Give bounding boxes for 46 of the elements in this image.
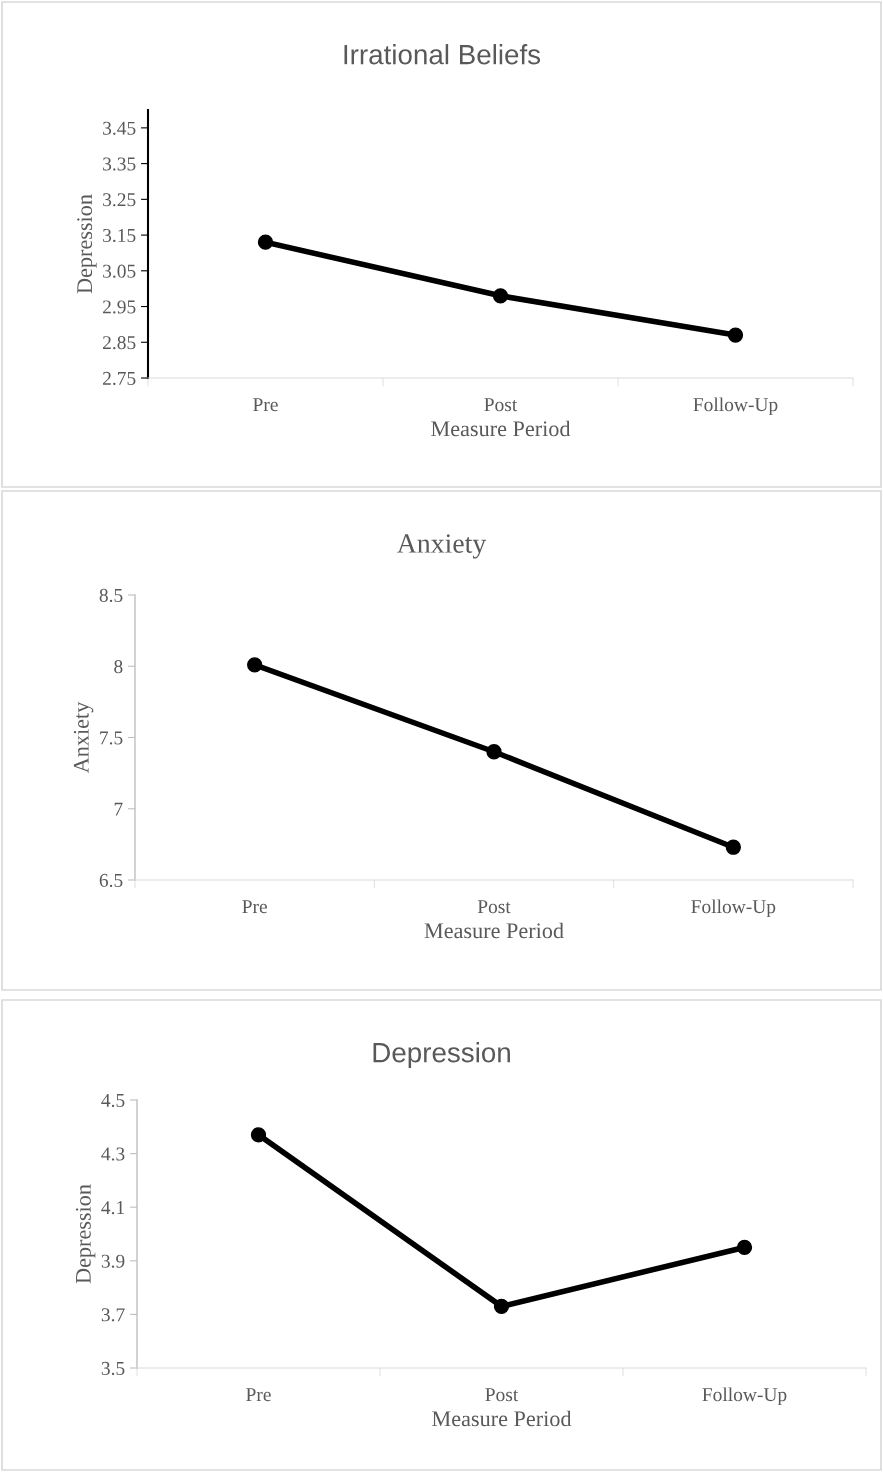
y-axis-title: Depression	[77, 194, 97, 294]
point	[736, 1239, 753, 1256]
x-axis-title: Measure Period	[424, 922, 564, 939]
point	[250, 1127, 267, 1143]
x-tick-label: Post	[485, 1388, 519, 1402]
point	[486, 744, 502, 760]
x-tick-label: Pre	[246, 1388, 271, 1402]
x-tick-label: Pre	[253, 398, 278, 412]
y-axis-title: Depression	[75, 1184, 96, 1284]
y-tick-label: 3.05	[103, 264, 136, 278]
y-tick-label: 7.5	[100, 731, 123, 745]
x-axis-title: Measure Period	[431, 420, 571, 437]
point	[257, 234, 274, 250]
y-tick-label: 4.3	[101, 1147, 125, 1161]
point	[493, 1298, 510, 1314]
y-tick-label: 3.25	[103, 193, 136, 207]
x-tick-label: Follow-Up	[702, 1387, 787, 1406]
x-tick-label: Pre	[242, 900, 267, 914]
x-axis-title: Measure Period	[432, 1410, 572, 1427]
point	[247, 657, 263, 673]
y-tick-label: 3.35	[103, 157, 136, 171]
y-tick-label: 7	[114, 802, 123, 816]
x-tick-label: Follow-Up	[691, 899, 776, 918]
chart-title: Irrational Beliefs	[344, 44, 541, 65]
y-tick-label: 4.1	[101, 1201, 125, 1215]
y-tick-label: 2.95	[103, 300, 136, 314]
y-tick-label: 2.75	[103, 371, 136, 386]
y-tick-label: 4.5	[101, 1093, 125, 1108]
point	[725, 839, 741, 855]
x-tick-label: Post	[484, 398, 518, 412]
y-axis-title: Anxiety	[73, 701, 94, 774]
chart-title: Depression	[373, 1042, 510, 1068]
y-tick-label: 3.9	[101, 1254, 125, 1268]
y-tick-label: 3.7	[101, 1308, 125, 1322]
y-tick-label: 3.15	[103, 228, 136, 243]
y-tick-label: 3.45	[103, 121, 136, 135]
chart-title: Anxiety	[397, 534, 487, 559]
x-tick-label: Post	[477, 900, 511, 914]
y-tick-label: 6.5	[99, 873, 123, 888]
y-tick-label: 8	[114, 660, 123, 674]
y-tick-label: 3.5	[101, 1361, 125, 1376]
y-tick-label: 8.5	[99, 588, 123, 603]
point	[492, 288, 509, 304]
y-tick-label: 2.85	[103, 336, 136, 350]
point	[727, 327, 744, 343]
x-tick-label: Follow-Up	[693, 397, 778, 416]
